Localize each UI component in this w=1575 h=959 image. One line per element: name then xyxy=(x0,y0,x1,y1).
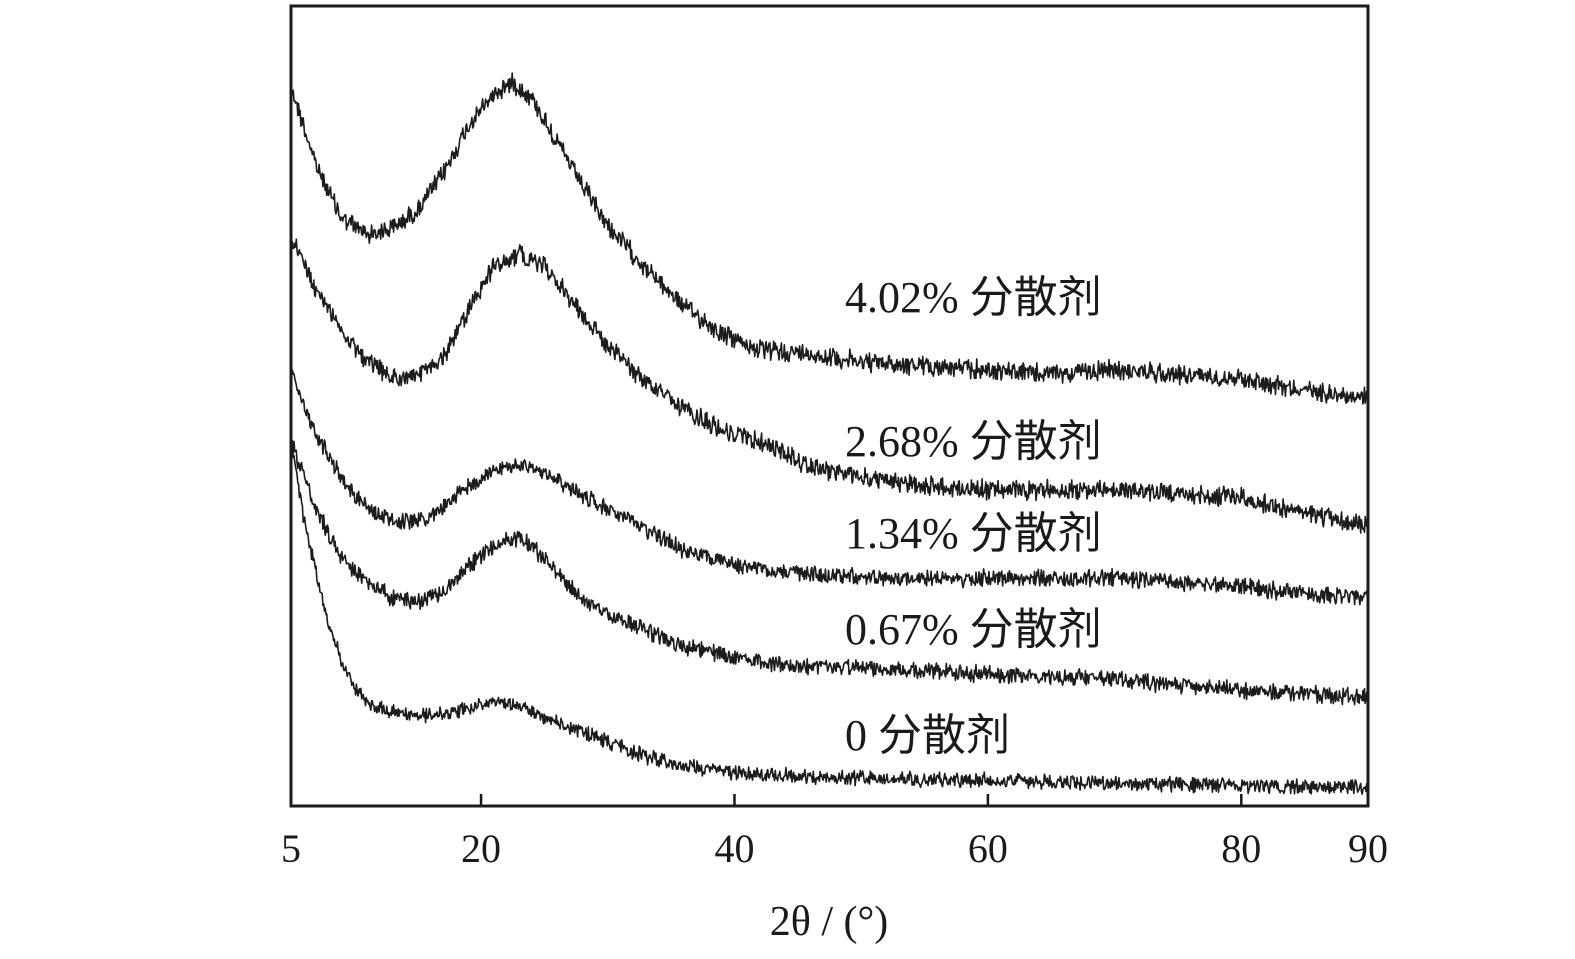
series-trace-0 xyxy=(290,72,1369,405)
x-tick-label-3: 60 xyxy=(968,826,1008,871)
series-traces xyxy=(290,72,1369,795)
series-labels: 4.02% 分散剂 2.68% 分散剂 1.34% 分散剂 0.67% 分散剂 0 分散… xyxy=(845,273,1102,760)
x-tick-label-2: 40 xyxy=(714,826,754,871)
x-tick-label-1: 20 xyxy=(461,826,501,871)
x-axis-label: 2θ / (°) xyxy=(770,899,889,945)
x-tick-label-0: 5 xyxy=(281,826,301,871)
series-label-2: 1.34% 分散剂 xyxy=(845,509,1102,558)
x-ticks: 5 20 40 60 80 90 xyxy=(281,794,1388,871)
series-trace-1 xyxy=(290,233,1369,534)
series-label-1: 2.68% 分散剂 xyxy=(845,417,1102,466)
plot-area-frame xyxy=(289,4,1370,808)
series-trace-3 xyxy=(290,439,1369,706)
series-label-4: 0 分散剂 xyxy=(845,711,1010,760)
series-label-0: 4.02% 分散剂 xyxy=(845,273,1102,322)
series-trace-4 xyxy=(290,439,1369,795)
x-tick-label-4: 80 xyxy=(1221,826,1261,871)
series-trace-2 xyxy=(290,369,1369,606)
series-label-3: 0.67% 分散剂 xyxy=(845,605,1102,654)
x-tick-label-5: 90 xyxy=(1348,826,1388,871)
